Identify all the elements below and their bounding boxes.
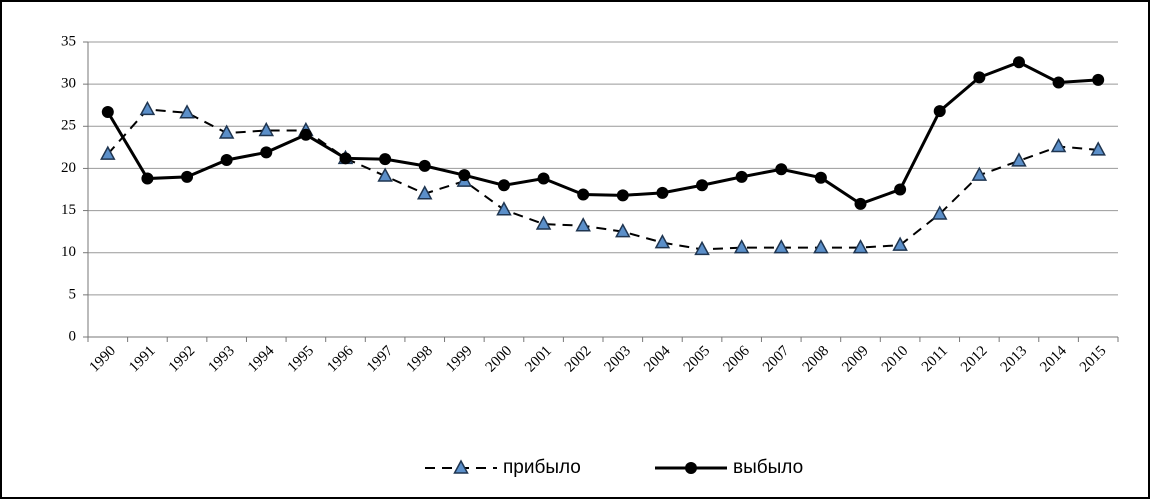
y-tick-label: 0 (69, 328, 77, 344)
marker (854, 197, 867, 210)
marker (656, 186, 669, 199)
legend-item: прибыло (425, 457, 581, 478)
legend-marker (685, 462, 697, 474)
y-tick-label: 15 (61, 202, 76, 218)
y-tick-label: 25 (61, 118, 76, 134)
marker (694, 240, 710, 256)
marker (615, 223, 631, 238)
marker (616, 189, 629, 202)
marker (577, 188, 590, 201)
y-tick-label: 10 (61, 244, 76, 260)
legend-label: прибыло (503, 457, 581, 478)
marker (299, 128, 312, 141)
y-tick-label: 35 (61, 33, 76, 49)
marker (100, 145, 116, 160)
marker (971, 166, 988, 181)
marker (377, 167, 393, 182)
marker (654, 234, 671, 249)
marker (973, 71, 986, 84)
marker (1090, 141, 1106, 156)
marker (139, 100, 156, 116)
marker (260, 146, 273, 159)
marker (379, 153, 392, 166)
marker (852, 239, 869, 254)
marker (220, 154, 233, 166)
marker (933, 105, 946, 118)
marker (1011, 152, 1027, 167)
marker (258, 121, 275, 137)
marker (813, 239, 829, 254)
marker (1012, 56, 1025, 69)
marker (931, 205, 948, 220)
marker (696, 179, 709, 192)
marker (416, 185, 433, 200)
y-tick-label: 30 (61, 76, 76, 92)
marker (1092, 73, 1105, 86)
marker (496, 201, 512, 216)
legend-item: выбыло (655, 457, 803, 478)
legend-marker (453, 459, 469, 474)
marker (537, 172, 550, 185)
marker (575, 217, 591, 232)
marker (141, 172, 154, 185)
marker (218, 124, 235, 139)
y-tick-label: 5 (69, 286, 77, 302)
marker (892, 236, 908, 251)
marker (814, 171, 827, 184)
marker (418, 159, 431, 172)
legend-label: выбыло (733, 457, 803, 478)
marker (775, 163, 788, 176)
marker (1050, 137, 1067, 153)
marker (497, 179, 510, 192)
marker (181, 170, 194, 183)
marker (733, 239, 750, 254)
marker (894, 183, 907, 196)
marker (1052, 76, 1065, 89)
marker (773, 239, 790, 254)
marker (101, 105, 114, 118)
series-line (106, 60, 1099, 206)
marker (458, 169, 471, 182)
marker (735, 170, 748, 183)
marker (535, 215, 552, 230)
marker (339, 152, 352, 165)
marker (179, 104, 195, 119)
y-tick-label: 20 (61, 160, 76, 176)
